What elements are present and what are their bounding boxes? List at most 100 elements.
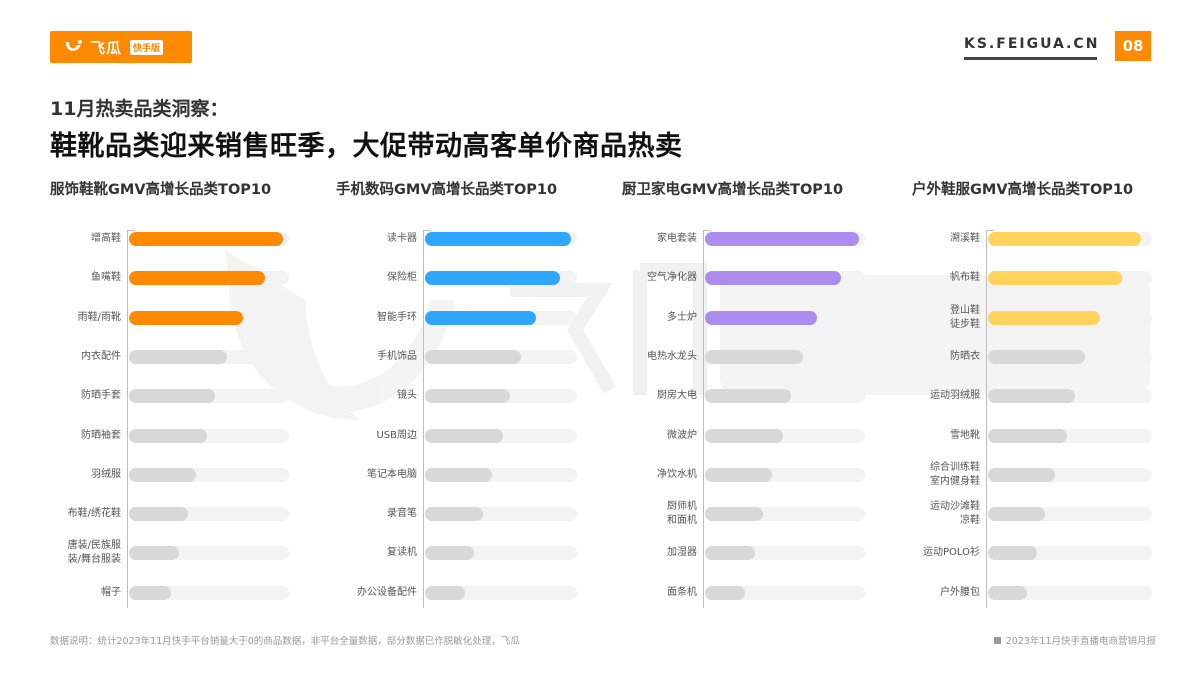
bar-label: 唐装/民族服 装/舞台服装: [67, 540, 121, 566]
bar-label: 镜头: [397, 390, 417, 402]
bar: [129, 546, 179, 561]
bar-row: 防晒手套: [50, 389, 289, 404]
logo-text: 飞瓜: [90, 38, 123, 57]
bar-track: [988, 585, 1152, 600]
bar-track: [425, 428, 577, 443]
bar: [425, 428, 503, 443]
bar: [425, 389, 511, 404]
bar-track: [425, 349, 577, 364]
bar: [988, 271, 1123, 286]
bar: [705, 428, 784, 443]
bar-label: 雪地靴: [950, 429, 980, 441]
chart-title: 厨卫家电GMV高增长品类TOP10: [622, 182, 844, 198]
bar-label: 家电套装: [657, 233, 697, 244]
bar-chart-4: 户外鞋服GMV高增长品类TOP10 溯溪鞋 帆布鞋 登山鞋 徒步鞋 防晒衣 运动羽绒服 雪地靴…: [912, 178, 1152, 608]
bar-track: [129, 389, 289, 404]
bar-label: 手机饰品: [377, 350, 417, 362]
bar-track: [705, 507, 865, 522]
bar-label: 溯溪鞋: [950, 233, 980, 244]
bar-label: 空气净化器: [647, 272, 697, 284]
bar-chart-3: 厨卫家电GMV高增长品类TOP10 家电套装 空气净化器 多士炉 电热水龙头 厨房大电 微波…: [622, 178, 865, 608]
bar: [705, 507, 763, 522]
bar-row: 手机饰品: [336, 349, 577, 364]
bar: [129, 232, 283, 246]
bar-track: [705, 389, 865, 404]
bar-label: 运动羽绒服: [930, 390, 980, 402]
bar-track: [988, 232, 1152, 246]
bar: [129, 271, 265, 286]
bar-label: 净饮水机: [657, 468, 697, 480]
bar-track: [705, 349, 865, 364]
bar-track: [988, 310, 1152, 325]
bar-row: 帽子: [50, 585, 289, 600]
site-url-text: KS.FEIGUA.CN: [964, 36, 1100, 52]
bar: [129, 349, 227, 364]
bar-row: 唐装/民族服 装/舞台服装: [50, 540, 289, 565]
bar: [705, 585, 745, 600]
bar-track: [425, 507, 577, 522]
bar: [705, 310, 817, 325]
bar: [988, 349, 1085, 364]
report-name: 2023年11月快手直播电商营销月报: [993, 633, 1156, 647]
bar-label: 增高鞋: [91, 233, 121, 244]
bar-track: [129, 271, 289, 286]
bar: [425, 585, 465, 600]
bar: [425, 546, 474, 561]
y-axis-line: [127, 230, 128, 608]
bar: [705, 546, 755, 561]
bar-label: 帽子: [101, 586, 121, 598]
bar-row: 智能手环: [336, 310, 577, 325]
chart-title: 手机数码GMV高增长品类TOP10: [336, 182, 558, 198]
data-note: 数据说明：统计2023年11月快手平台销量大于0的商品数据，非平台全量数据，部分…: [50, 636, 520, 647]
bar-track: [129, 232, 289, 246]
y-axis-cap: [703, 230, 711, 231]
bar-track: [705, 585, 865, 600]
bar-row: 雪地靴: [912, 428, 1152, 443]
bar: [129, 467, 197, 482]
y-axis-cap: [423, 230, 431, 231]
bar-row: 厨房大电: [622, 389, 865, 404]
bar-label: 面条机: [667, 586, 697, 598]
bar-row: 多士炉: [622, 310, 865, 325]
y-axis-line: [423, 230, 424, 608]
bar-row: 防晒袖套: [50, 428, 289, 443]
bar-track: [425, 232, 577, 246]
bar-label: 户外腰包: [940, 586, 980, 598]
bar-label: 加湿器: [667, 547, 697, 559]
bar-label: USB周边: [376, 429, 417, 441]
bar-label: 内衣配件: [81, 350, 121, 362]
bar: [425, 349, 521, 364]
bar-track: [425, 546, 577, 561]
bar-track: [129, 467, 289, 482]
bar-row: 复读机: [336, 546, 577, 561]
bar-track: [988, 546, 1152, 561]
bar: [988, 232, 1141, 246]
bar: [705, 349, 803, 364]
bar: [425, 232, 571, 246]
bar: [705, 389, 792, 404]
bar-row: 综合训练鞋 室内健身鞋: [912, 462, 1152, 487]
bar-row: 净饮水机: [622, 467, 865, 482]
bar-row: 录音笔: [336, 507, 577, 522]
bar-label: 电热水龙头: [647, 350, 697, 362]
bar-row: USB周边: [336, 428, 577, 443]
bar: [705, 232, 859, 246]
bar-row: 运动POLO衫: [912, 546, 1152, 561]
page-subtitle: 11月热卖品类洞察：: [50, 98, 229, 120]
bar-row: 鱼嘴鞋: [50, 271, 289, 286]
bar-label: 办公设备配件: [357, 586, 417, 598]
bar-row: 厨师机 和面机: [622, 501, 865, 526]
bar: [129, 507, 189, 522]
bar-row: 笔记本电脑: [336, 467, 577, 482]
bar-row: 运动沙滩鞋 凉鞋: [912, 501, 1152, 526]
bar-label: 复读机: [387, 547, 417, 559]
bar-label: 运动沙滩鞋 凉鞋: [930, 501, 980, 527]
bar-label: 厨房大电: [657, 390, 697, 402]
bar: [988, 467, 1056, 482]
bar-row: 家电套装: [622, 232, 865, 246]
feigua-logo: 飞瓜 快手版: [50, 31, 192, 63]
bar-row: 电热水龙头: [622, 349, 865, 364]
bar-row: 防晒衣: [912, 349, 1152, 364]
bar-track: [129, 585, 289, 600]
bar-row: 布鞋/绣花鞋: [50, 507, 289, 522]
